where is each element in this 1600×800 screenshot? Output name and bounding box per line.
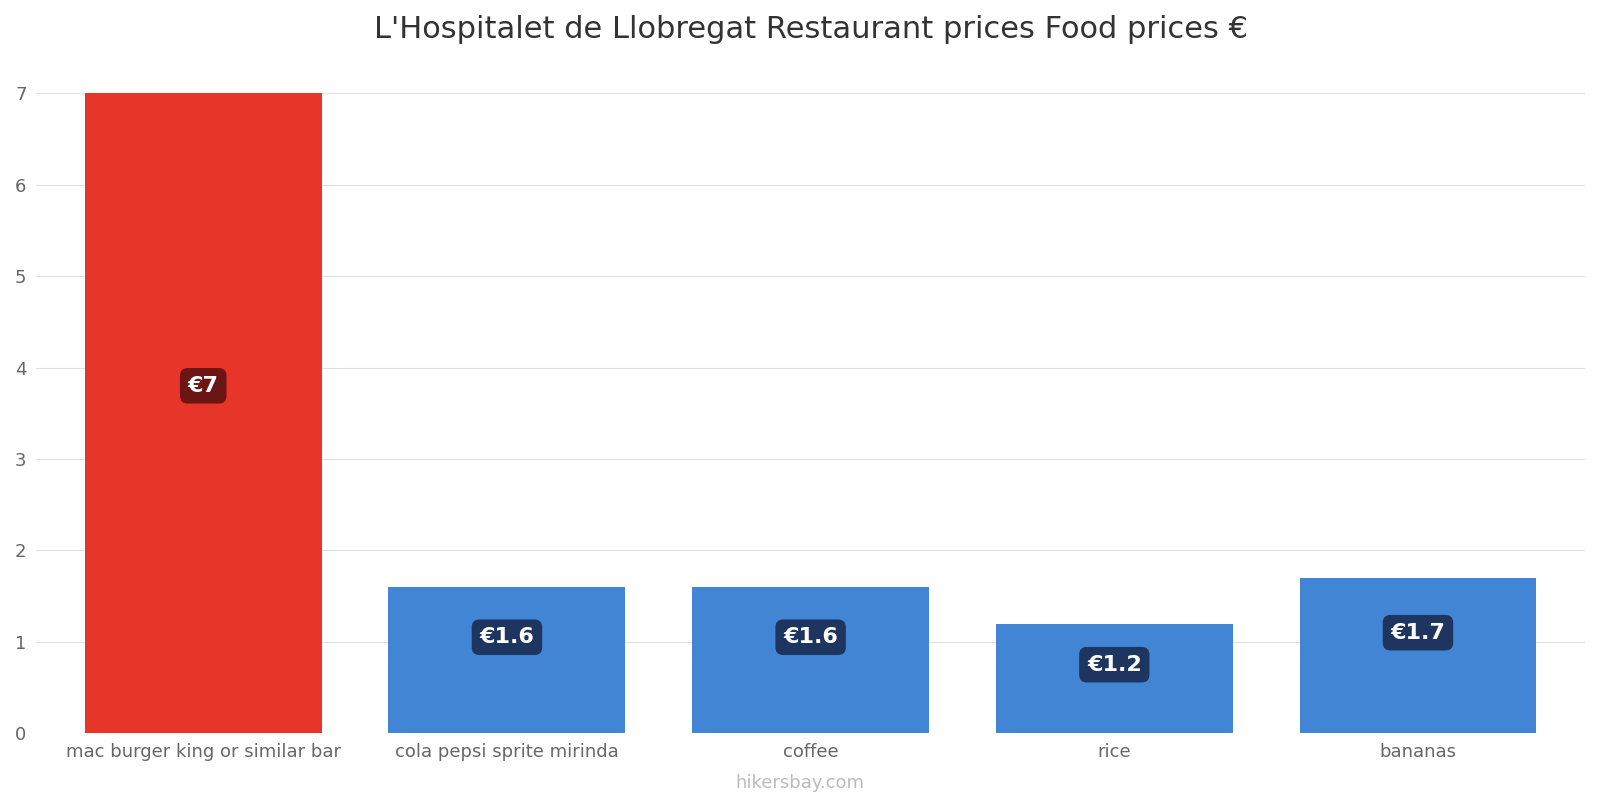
Text: €1.2: €1.2 bbox=[1086, 654, 1142, 674]
Bar bbox=[85, 94, 322, 734]
Bar bbox=[693, 587, 930, 734]
Bar bbox=[389, 587, 626, 734]
Bar bbox=[995, 623, 1232, 734]
Title: L'Hospitalet de Llobregat Restaurant prices Food prices €: L'Hospitalet de Llobregat Restaurant pri… bbox=[374, 15, 1248, 44]
Bar bbox=[1299, 578, 1536, 734]
Text: €1.6: €1.6 bbox=[480, 627, 534, 647]
Text: hikersbay.com: hikersbay.com bbox=[736, 774, 864, 792]
Text: €7: €7 bbox=[187, 376, 219, 396]
Text: €1.7: €1.7 bbox=[1390, 622, 1445, 642]
Text: €1.6: €1.6 bbox=[782, 627, 838, 647]
